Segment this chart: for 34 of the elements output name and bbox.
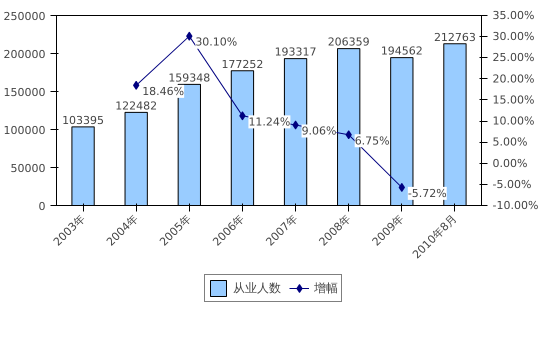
y2-tick-label: 10.00% — [492, 114, 534, 128]
point — [292, 120, 299, 130]
data-label: 30.10% — [195, 36, 238, 49]
data-label: 103395 — [62, 114, 104, 127]
data-label: 18.46% — [142, 84, 184, 98]
y2-tick-label: 25.00% — [492, 51, 534, 64]
y2-tick-label: 15.00% — [492, 93, 534, 106]
y-tick-label: 0 — [38, 200, 46, 213]
data-label: 9.06% — [302, 124, 337, 138]
point — [239, 111, 246, 120]
y2-tick-label: 20.00% — [492, 72, 534, 86]
data-label: 206359 — [328, 36, 370, 49]
data-label: 6.75% — [354, 134, 390, 148]
y-tick-label: 100000 — [4, 124, 46, 137]
y-tick-label: 150000 — [4, 86, 46, 99]
data-label: 159348 — [168, 71, 210, 84]
y2-tick-label: -10.00% — [492, 199, 538, 212]
data-label: 177252 — [221, 58, 264, 71]
legend-label: 增幅 — [314, 280, 338, 296]
y2-tick-label: 5.00% — [492, 136, 528, 149]
y2-tick-label: 0.00% — [492, 156, 528, 170]
y-tick-label: 50000 — [10, 162, 46, 175]
data-label: 122482 — [115, 99, 158, 112]
y-tick-label: 250000 — [4, 10, 46, 23]
data-label: 193317 — [274, 46, 317, 59]
y2-tick-label: 35.00% — [492, 9, 534, 22]
legend-label: 从业人数 — [233, 280, 281, 296]
y2-tick-label: -5.00% — [492, 178, 532, 191]
data-label: 212763 — [434, 30, 476, 44]
data-label: 11.24% — [248, 115, 290, 128]
data-label: 194562 — [380, 44, 423, 58]
y-tick-label: 200000 — [4, 48, 46, 61]
y2-tick-label: 30.00% — [492, 30, 534, 44]
data-label: -5.72% — [408, 186, 447, 200]
